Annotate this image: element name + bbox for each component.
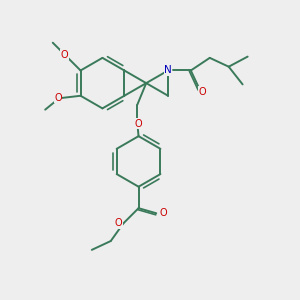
Text: O: O <box>135 118 142 128</box>
Text: O: O <box>159 208 167 218</box>
Text: O: O <box>115 218 122 228</box>
Text: O: O <box>198 87 206 97</box>
Text: O: O <box>61 50 68 60</box>
Text: O: O <box>54 93 62 103</box>
Text: N: N <box>164 65 172 76</box>
